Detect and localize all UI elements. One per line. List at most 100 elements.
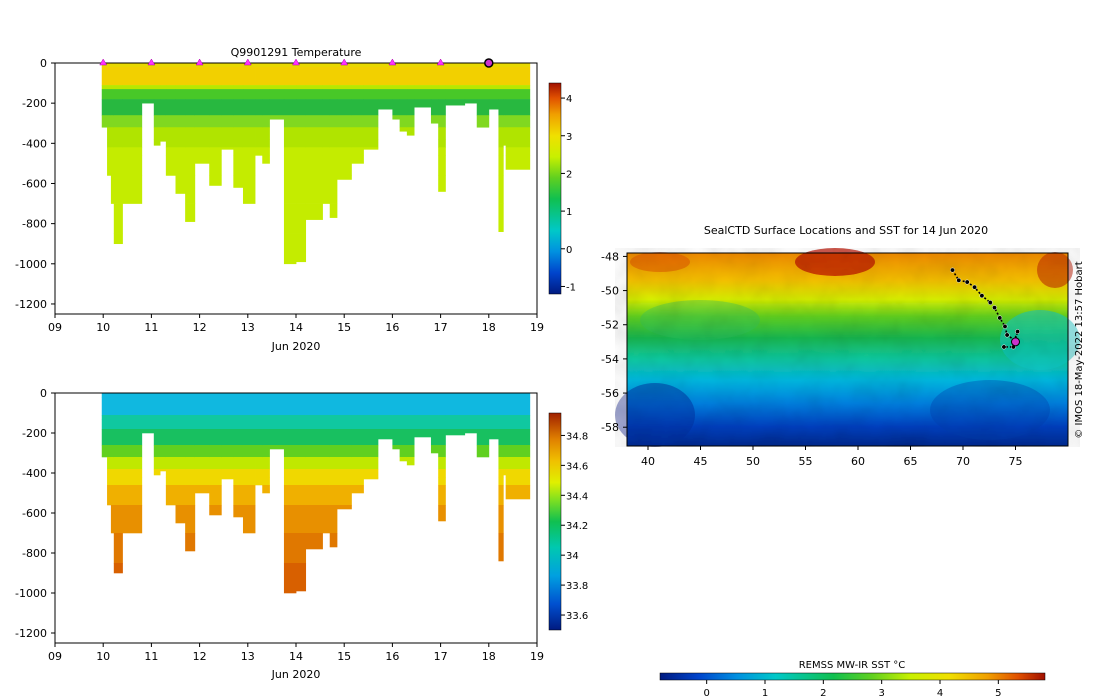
section-cell	[255, 127, 263, 140]
section-cell	[113, 419, 123, 430]
temperature-title: Q9901291 Temperature	[231, 46, 362, 59]
section-cell	[185, 415, 196, 420]
section-cell	[141, 99, 155, 104]
section-cell	[399, 397, 408, 416]
section-cell	[399, 67, 408, 86]
section-cell	[296, 445, 307, 458]
section-cell	[110, 397, 115, 416]
section-cell	[351, 63, 364, 68]
section-cell	[445, 419, 466, 430]
section-cell	[430, 67, 439, 86]
salinity-section-fill	[101, 393, 531, 594]
section-cell	[498, 477, 504, 486]
section-cell	[153, 415, 161, 420]
section-cell	[165, 99, 176, 116]
section-cell	[194, 415, 210, 420]
section-cell	[185, 469, 196, 478]
section-cell	[406, 127, 415, 136]
section-cell	[165, 127, 176, 140]
section-cell	[363, 85, 379, 90]
section-cell	[505, 419, 531, 430]
section-cell	[242, 469, 256, 478]
section-cell	[377, 429, 393, 440]
section-cell	[165, 419, 176, 430]
x-tick-label: 65	[904, 455, 918, 468]
section-cell	[438, 115, 446, 128]
section-cell	[329, 139, 338, 148]
x-tick-label: 10	[96, 650, 110, 663]
section-cell	[296, 469, 307, 478]
section-cell	[160, 393, 167, 398]
section-cell	[165, 429, 176, 446]
section-cell	[392, 415, 401, 420]
colorbar-tick-label: 34	[566, 551, 579, 562]
section-cell	[185, 203, 196, 222]
section-cell	[505, 99, 531, 116]
x-tick-label: 40	[641, 455, 655, 468]
section-cell	[414, 429, 432, 438]
section-cell	[283, 203, 297, 234]
section-cell	[101, 99, 108, 116]
section-cell	[305, 419, 323, 430]
section-cell	[283, 127, 297, 140]
section-cell	[351, 445, 364, 458]
colorbar-tick-label: 34.4	[566, 491, 588, 502]
section-cell	[165, 477, 176, 486]
section-cell	[351, 155, 364, 164]
section-cell	[194, 115, 210, 128]
section-cell	[107, 393, 112, 398]
section-cell	[233, 63, 244, 68]
section-cell	[464, 89, 478, 100]
section-cell	[322, 429, 331, 446]
section-cell	[110, 505, 115, 534]
section-cell	[336, 127, 352, 140]
section-cell	[498, 485, 504, 506]
profile-marker	[99, 58, 108, 66]
section-cell	[262, 429, 270, 446]
section-cell	[296, 419, 307, 430]
section-cell	[255, 429, 263, 446]
section-cell	[110, 469, 115, 478]
section-cell	[406, 415, 415, 420]
colorbar-tick-label: 34.8	[566, 431, 588, 442]
section-cell	[503, 397, 507, 416]
section-cell	[160, 85, 167, 90]
section-cell	[476, 63, 490, 68]
sst-field	[615, 248, 1080, 447]
section-cell	[438, 155, 446, 176]
section-cell	[194, 155, 210, 164]
section-cell	[283, 469, 297, 478]
section-cell	[185, 147, 196, 156]
section-cell	[296, 203, 307, 234]
section-cell	[185, 505, 196, 534]
section-cell	[233, 445, 244, 458]
track-point	[979, 293, 985, 299]
section-cell	[351, 99, 364, 116]
section-cell	[406, 429, 415, 446]
section-cell	[414, 415, 432, 420]
section-cell	[233, 127, 244, 140]
x-tick-label: 14	[289, 650, 303, 663]
section-cell	[242, 505, 256, 534]
section-cell	[165, 445, 176, 458]
section-cell	[438, 397, 446, 416]
sst-cold-patch	[615, 383, 695, 447]
section-cell	[464, 397, 478, 416]
section-cell	[498, 85, 504, 90]
section-cell	[209, 155, 222, 176]
section-cell	[351, 393, 364, 398]
section-cell	[399, 415, 408, 420]
section-cell	[351, 469, 364, 478]
section-cell	[329, 203, 338, 218]
section-cell	[351, 67, 364, 86]
x-tick-label: 17	[434, 321, 448, 334]
section-cell	[122, 175, 143, 204]
section-cell	[194, 85, 210, 90]
section-cell	[322, 89, 331, 100]
section-cell	[322, 419, 331, 430]
section-cell	[185, 175, 196, 204]
section-cell	[269, 445, 285, 450]
section-cell	[185, 85, 196, 90]
section-cell	[498, 99, 504, 116]
section-cell	[476, 397, 490, 416]
